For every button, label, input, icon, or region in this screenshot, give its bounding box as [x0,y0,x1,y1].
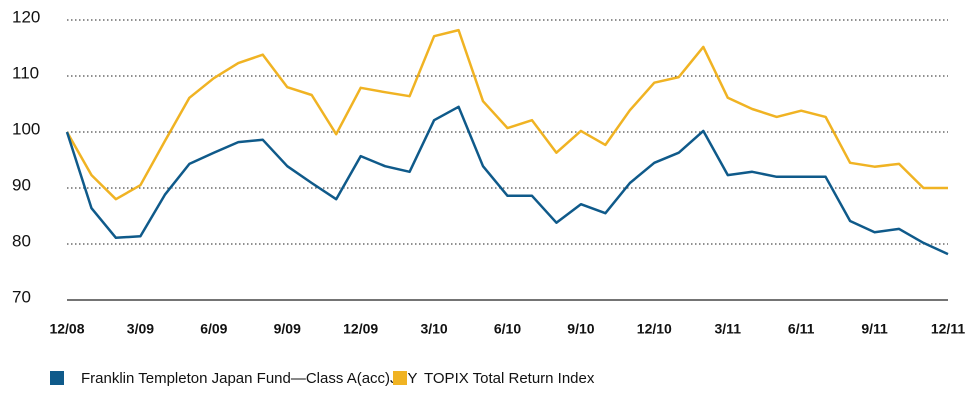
legend-label: Franklin Templeton Japan Fund—Class A(ac… [81,370,418,387]
series-line [65,105,949,256]
x-tick-label: 12/09 [343,321,378,337]
x-tick-label: 6/09 [200,321,227,337]
x-tick-label: 6/10 [494,321,521,337]
x-tick-label: 9/10 [567,321,594,337]
x-tick-label: 12/10 [637,321,672,337]
legend-swatch [393,371,407,385]
y-tick-label: 110 [12,63,39,82]
legend-label: TOPIX Total Return Index [424,370,595,387]
x-tick-label: 3/10 [420,321,447,337]
y-tick-label: 120 [12,7,40,26]
y-tick-label: 70 [12,287,31,306]
x-tick-label: 3/11 [715,321,742,337]
x-tick-label: 6/11 [788,321,815,337]
x-tick-label: 9/09 [274,321,301,337]
y-tick-label: 100 [12,119,40,138]
x-tick-label: 12/11 [931,321,965,337]
y-tick-label: 80 [12,231,31,250]
x-tick-label: 12/08 [49,321,84,337]
y-tick-label: 90 [12,175,31,194]
series-line [65,28,948,201]
x-tick-label: 9/11 [861,321,888,337]
legend-swatch [50,371,64,385]
x-tick-label: 3/09 [127,321,154,337]
